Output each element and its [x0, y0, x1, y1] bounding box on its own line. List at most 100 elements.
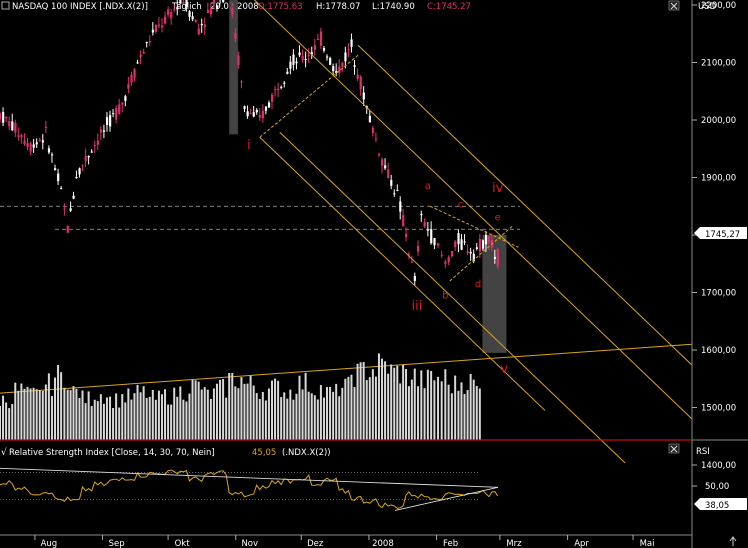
candles	[0, 0, 499, 286]
chart-menu-icon[interactable]	[1, 1, 10, 10]
rsi-symbol: (.NDX.X(2))	[282, 448, 331, 458]
candle-body	[57, 173, 60, 182]
candle-body	[17, 135, 20, 138]
candle-body	[206, 9, 210, 14]
volume-bar	[399, 383, 402, 440]
candle-body	[301, 56, 304, 60]
volume-bar	[99, 394, 102, 440]
candle-body	[164, 16, 167, 24]
candle-body	[295, 61, 298, 64]
candle-body	[212, 0, 216, 4]
rsi-toggle-icon[interactable]: √	[1, 447, 7, 458]
scroll-up-button[interactable]	[729, 536, 737, 546]
volume-bar	[17, 390, 20, 440]
candle-body	[115, 108, 118, 120]
candle-body	[405, 234, 408, 237]
volume-bar	[289, 389, 292, 440]
trendline	[0, 343, 693, 394]
volume-bar	[164, 389, 167, 440]
candle-body	[240, 81, 243, 83]
candle-body	[145, 41, 148, 44]
candle-body	[481, 240, 485, 249]
candle-body	[93, 145, 96, 147]
horizontal-levels	[0, 205, 520, 230]
rsi-trendline	[0, 467, 499, 488]
candle-body	[160, 25, 164, 28]
volume-bar	[277, 380, 280, 440]
instrument-name: NASDAQ 100 INDEX [.NDX.X(2)]	[12, 2, 148, 12]
volume-bar	[197, 381, 200, 440]
close-chart-button[interactable]	[668, 0, 680, 11]
candle-body	[341, 62, 344, 68]
volume-bar	[63, 387, 66, 440]
volume-bar	[353, 387, 356, 440]
candle-body	[484, 234, 488, 245]
candle-body	[75, 177, 78, 179]
candle-body	[350, 39, 353, 47]
price-tick-label: 1500,00	[701, 404, 736, 414]
volume-bar	[454, 375, 457, 440]
volume-bar	[151, 389, 154, 440]
candle-body	[41, 140, 44, 143]
volume-bar	[136, 384, 139, 440]
volume-bar	[50, 396, 53, 440]
volume-bar	[478, 388, 481, 440]
time-tick-label: Apr	[574, 539, 589, 548]
volume-bar	[384, 361, 387, 440]
volume-bar	[173, 387, 176, 440]
candle-body	[157, 24, 161, 27]
volume-bar	[222, 379, 225, 440]
volume-bar	[200, 389, 203, 440]
volume-bar	[368, 377, 371, 440]
volume-bar	[142, 386, 145, 440]
candle-body	[450, 250, 454, 257]
candle-body	[246, 111, 249, 117]
volume-bar	[87, 391, 90, 440]
volume-bar	[322, 397, 325, 440]
volume-bar	[374, 376, 377, 440]
volume-bar	[115, 393, 118, 440]
candle-body	[410, 261, 414, 263]
candle-body	[326, 56, 329, 58]
price-tick-label: 1700,00	[701, 289, 736, 299]
price-tick-label: 2100,00	[701, 59, 736, 69]
volume-bar	[176, 396, 179, 440]
volume-bar	[350, 374, 353, 440]
rsi-plot	[0, 467, 499, 511]
volume-bar	[127, 388, 130, 440]
candle-body	[60, 188, 63, 190]
candle-body	[127, 84, 130, 89]
candle-body	[440, 254, 443, 256]
candle-body	[286, 71, 289, 74]
volume-bar	[44, 384, 47, 440]
candle-body	[197, 28, 200, 35]
volume-bar	[78, 397, 81, 440]
trendline	[429, 205, 519, 248]
candle-body	[472, 253, 475, 262]
volume-bar	[356, 363, 359, 440]
volume-bar	[249, 375, 252, 440]
volume-bar	[332, 391, 335, 440]
rsi-header: √ Relative Strength Index [Close, 14, 30…	[1, 447, 331, 458]
candle-body	[50, 154, 54, 156]
candle-body	[78, 168, 81, 175]
candle-body	[234, 33, 237, 39]
volume-bar	[47, 373, 50, 440]
candle-body	[353, 65, 356, 67]
volume-bar	[228, 372, 231, 440]
price-tick-label: 1400,00	[701, 461, 736, 471]
candle-body	[191, 16, 194, 20]
candle-body	[222, 0, 225, 2]
candle-body	[478, 238, 482, 252]
volume-bar	[316, 399, 319, 440]
volume-bar	[475, 385, 478, 440]
time-tick-label: Sep	[109, 539, 125, 548]
volume-bar	[444, 369, 447, 440]
candle-body	[313, 45, 316, 50]
candle-body	[304, 59, 307, 61]
candle-body	[270, 94, 274, 102]
time-tick-label: Dez	[307, 539, 324, 548]
volume-bar	[280, 397, 283, 440]
volume-bar	[433, 380, 436, 440]
close-rsi-button[interactable]	[668, 443, 680, 454]
